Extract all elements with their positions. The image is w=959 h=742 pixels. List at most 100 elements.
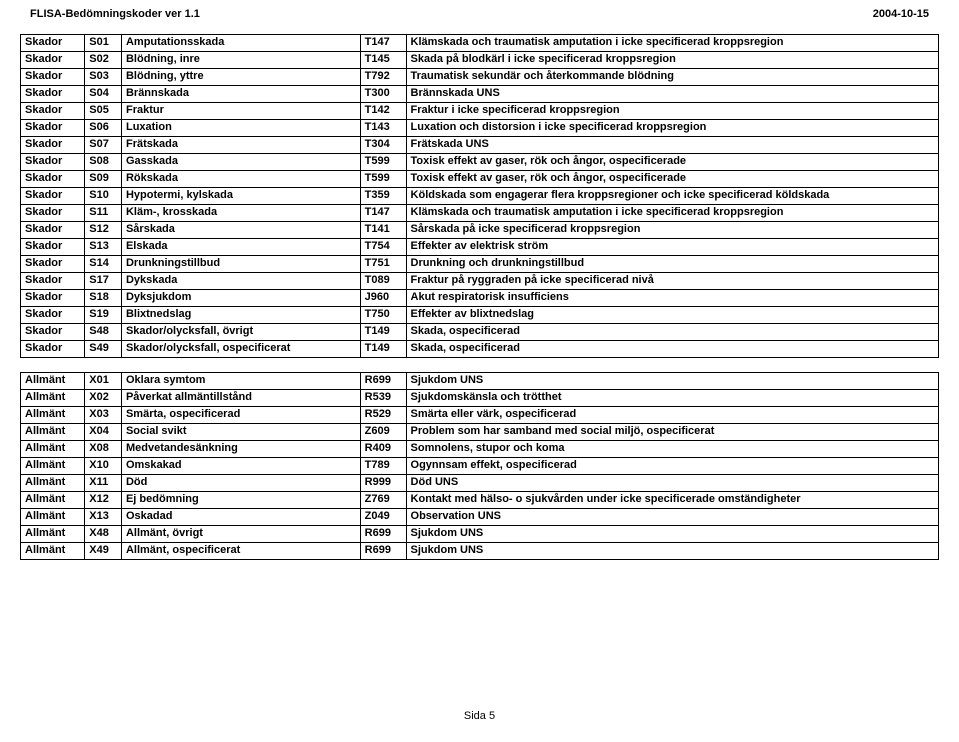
description-cell: Hypotermi, kylskada	[121, 188, 360, 205]
category-cell: Skador	[21, 120, 85, 137]
icd-code-cell: T142	[360, 103, 406, 120]
category-cell: Allmänt	[21, 458, 85, 475]
icd-text-cell: Sjukdom UNS	[406, 373, 938, 390]
description-cell: Social svikt	[121, 424, 360, 441]
icd-code-cell: R699	[360, 373, 406, 390]
row-code-cell: S14	[85, 256, 122, 273]
icd-text-cell: Död UNS	[406, 475, 938, 492]
category-cell: Skador	[21, 222, 85, 239]
icd-code-cell: R999	[360, 475, 406, 492]
row-code-cell: X11	[85, 475, 122, 492]
icd-code-cell: Z609	[360, 424, 406, 441]
row-code-cell: S17	[85, 273, 122, 290]
category-cell: Skador	[21, 290, 85, 307]
icd-code-cell: T149	[360, 341, 406, 358]
row-code-cell: S18	[85, 290, 122, 307]
icd-code-cell: T089	[360, 273, 406, 290]
icd-text-cell: Sårskada på icke specificerad kroppsregi…	[406, 222, 938, 239]
icd-code-cell: R539	[360, 390, 406, 407]
icd-text-cell: Drunkning och drunkningstillbud	[406, 256, 938, 273]
category-cell: Skador	[21, 52, 85, 69]
table-gap	[20, 358, 939, 372]
row-code-cell: X08	[85, 441, 122, 458]
icd-text-cell: Brännskada UNS	[406, 86, 938, 103]
description-cell: Drunkningstillbud	[121, 256, 360, 273]
table-row: SkadorS03Blödning, yttreT792Traumatisk s…	[21, 69, 939, 86]
category-cell: Allmänt	[21, 475, 85, 492]
category-cell: Skador	[21, 137, 85, 154]
category-cell: Skador	[21, 86, 85, 103]
icd-text-cell: Fraktur i icke specificerad kroppsregion	[406, 103, 938, 120]
row-code-cell: S11	[85, 205, 122, 222]
category-cell: Skador	[21, 205, 85, 222]
table-row: SkadorS05FrakturT142Fraktur i icke speci…	[21, 103, 939, 120]
description-cell: Omskakad	[121, 458, 360, 475]
table-row: SkadorS07FrätskadaT304Frätskada UNS	[21, 137, 939, 154]
description-cell: Dykskada	[121, 273, 360, 290]
category-cell: Allmänt	[21, 543, 85, 560]
description-cell: Död	[121, 475, 360, 492]
description-cell: Brännskada	[121, 86, 360, 103]
icd-code-cell: T143	[360, 120, 406, 137]
icd-code-cell: T147	[360, 205, 406, 222]
table-row: AllmäntX48Allmänt, övrigtR699Sjukdom UNS	[21, 526, 939, 543]
icd-text-cell: Fraktur på ryggraden på icke specificera…	[406, 273, 938, 290]
category-cell: Skador	[21, 307, 85, 324]
description-cell: Blödning, inre	[121, 52, 360, 69]
description-cell: Dyksjukdom	[121, 290, 360, 307]
category-cell: Allmänt	[21, 407, 85, 424]
page-footer: Sida 5	[20, 710, 939, 722]
table-row: SkadorS18DyksjukdomJ960Akut respiratoris…	[21, 290, 939, 307]
row-code-cell: X01	[85, 373, 122, 390]
row-code-cell: S01	[85, 35, 122, 52]
description-cell: Oskadad	[121, 509, 360, 526]
icd-text-cell: Skada på blodkärl i icke specificerad kr…	[406, 52, 938, 69]
table-row: SkadorS06LuxationT143Luxation och distor…	[21, 120, 939, 137]
category-cell: Skador	[21, 273, 85, 290]
category-cell: Skador	[21, 154, 85, 171]
icd-code-cell: T754	[360, 239, 406, 256]
icd-code-cell: T751	[360, 256, 406, 273]
description-cell: Blödning, yttre	[121, 69, 360, 86]
table-row: SkadorS09RökskadaT599Toxisk effekt av ga…	[21, 171, 939, 188]
icd-code-cell: T599	[360, 171, 406, 188]
icd-text-cell: Traumatisk sekundär och återkommande blö…	[406, 69, 938, 86]
category-cell: Allmänt	[21, 424, 85, 441]
row-code-cell: S04	[85, 86, 122, 103]
icd-code-cell: T750	[360, 307, 406, 324]
row-code-cell: X12	[85, 492, 122, 509]
icd-text-cell: Effekter av elektrisk ström	[406, 239, 938, 256]
icd-text-cell: Luxation och distorsion i icke specifice…	[406, 120, 938, 137]
description-cell: Frätskada	[121, 137, 360, 154]
row-code-cell: X48	[85, 526, 122, 543]
table-row: SkadorS17DykskadaT089Fraktur på ryggrade…	[21, 273, 939, 290]
row-code-cell: X13	[85, 509, 122, 526]
table-row: SkadorS10Hypotermi, kylskadaT359Köldskad…	[21, 188, 939, 205]
category-cell: Allmänt	[21, 492, 85, 509]
table-row: AllmäntX10OmskakadT789Ogynnsam effekt, o…	[21, 458, 939, 475]
icd-code-cell: R699	[360, 543, 406, 560]
description-cell: Luxation	[121, 120, 360, 137]
category-cell: Skador	[21, 188, 85, 205]
row-code-cell: S19	[85, 307, 122, 324]
icd-code-cell: Z769	[360, 492, 406, 509]
category-cell: Allmänt	[21, 509, 85, 526]
table-row: AllmäntX49Allmänt, ospecificeratR699Sjuk…	[21, 543, 939, 560]
description-cell: Medvetandesänkning	[121, 441, 360, 458]
codes-table-skador: SkadorS01AmputationsskadaT147Klämskada o…	[20, 34, 939, 358]
row-code-cell: X49	[85, 543, 122, 560]
icd-code-cell: T145	[360, 52, 406, 69]
category-cell: Allmänt	[21, 526, 85, 543]
icd-text-cell: Kontakt med hälso- o sjukvården under ic…	[406, 492, 938, 509]
header-date: 2004-10-15	[873, 8, 929, 20]
row-code-cell: S05	[85, 103, 122, 120]
icd-text-cell: Toxisk effekt av gaser, rök och ångor, o…	[406, 171, 938, 188]
category-cell: Skador	[21, 341, 85, 358]
description-cell: Smärta, ospecificerad	[121, 407, 360, 424]
table-row: SkadorS14DrunkningstillbudT751Drunkning …	[21, 256, 939, 273]
description-cell: Kläm-, krosskada	[121, 205, 360, 222]
icd-text-cell: Köldskada som engagerar flera kroppsregi…	[406, 188, 938, 205]
row-code-cell: S09	[85, 171, 122, 188]
row-code-cell: S13	[85, 239, 122, 256]
page-header: FLISA-Bedömningskoder ver 1.1 2004-10-15	[20, 8, 939, 34]
